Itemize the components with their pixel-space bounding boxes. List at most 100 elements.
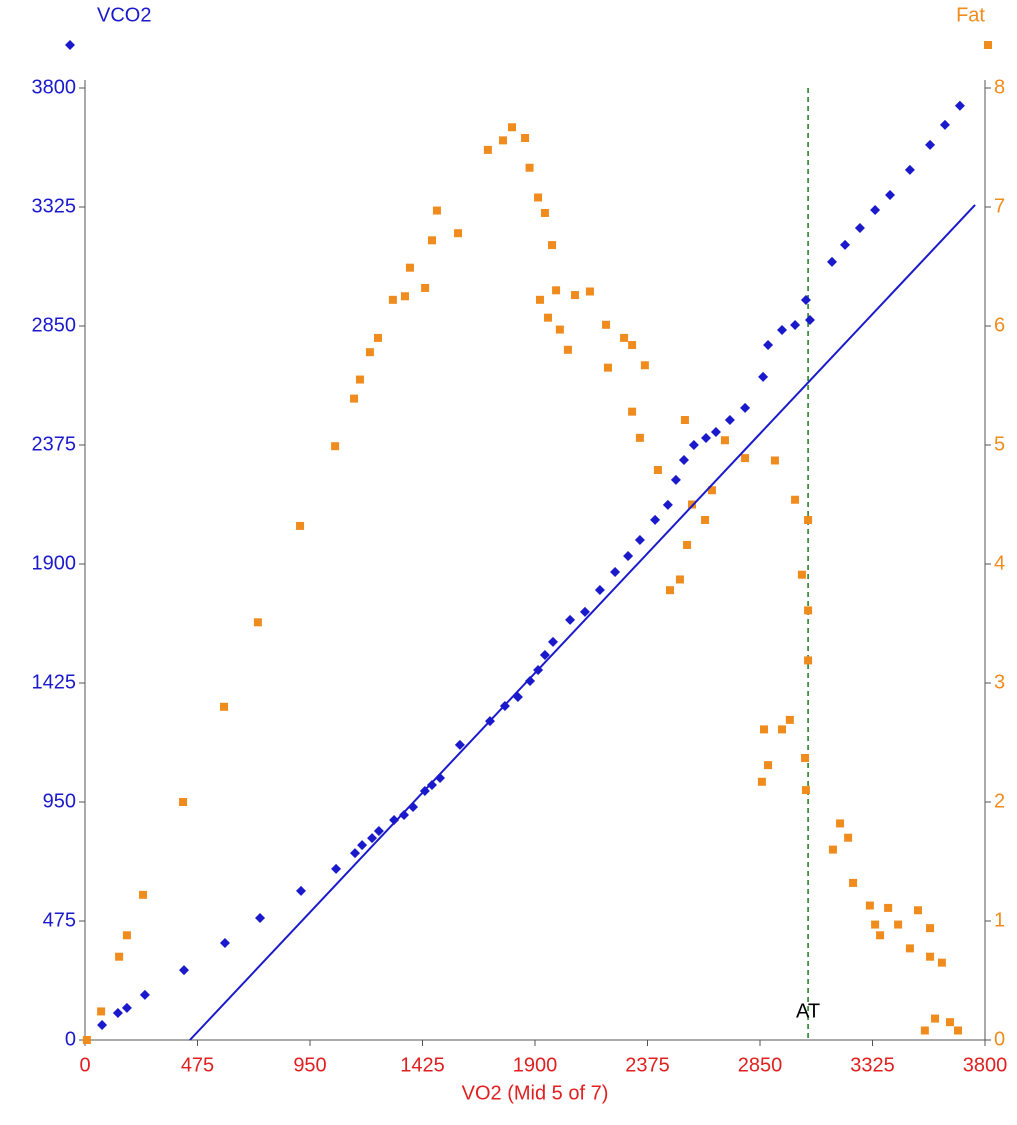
data-point [139, 989, 150, 1000]
data-point [876, 931, 885, 940]
data-point [555, 325, 564, 334]
data-point [804, 656, 813, 665]
data-point [804, 314, 815, 325]
data-point [939, 119, 950, 130]
data-point [720, 436, 729, 445]
data-point [548, 241, 557, 250]
data-point [785, 715, 794, 724]
data-point [770, 456, 779, 465]
data-point [602, 320, 611, 329]
data-point [840, 239, 851, 250]
data-point [904, 164, 915, 175]
data-point [389, 815, 400, 826]
data-point [827, 256, 837, 267]
data-point [680, 416, 689, 425]
data-point [499, 136, 508, 145]
data-point [905, 944, 914, 953]
y-tick-label: 3325 [32, 195, 77, 217]
data-point [355, 375, 364, 384]
data-point [701, 515, 710, 524]
data-point [139, 890, 148, 899]
data-point [571, 291, 580, 300]
data-point [926, 952, 935, 961]
data-point [710, 426, 721, 437]
data-point [688, 500, 697, 509]
data-point [675, 575, 684, 584]
data-point [539, 649, 550, 660]
data-point [373, 333, 382, 342]
data-point [920, 1026, 929, 1035]
data-point [849, 878, 858, 887]
data-point [365, 348, 374, 357]
data-point [683, 540, 692, 549]
x-tick-label: 1900 [513, 1054, 558, 1076]
data-point [945, 1018, 954, 1027]
data-point [954, 100, 965, 111]
y2-tick-label: 4 [994, 552, 1005, 574]
data-point [801, 753, 809, 762]
data-point [640, 361, 649, 370]
x-tick-label: 475 [181, 1054, 214, 1076]
data-point [331, 863, 342, 874]
data-point [913, 906, 922, 915]
data-point [884, 903, 893, 912]
data-point [255, 912, 266, 923]
data-point [594, 585, 605, 596]
data-point [670, 474, 681, 485]
x-tick-label: 0 [79, 1054, 90, 1076]
data-point [804, 606, 813, 615]
data-point [724, 414, 735, 425]
data-point [854, 223, 865, 234]
data-point [635, 433, 644, 442]
data-point [931, 1014, 940, 1023]
data-point [331, 442, 340, 451]
data-point [925, 139, 936, 150]
data-point [179, 965, 189, 976]
data-point [122, 931, 131, 940]
data-point [432, 206, 441, 215]
x-axis-label: VO2 (Mid 5 of 7) [462, 1082, 609, 1104]
data-point [534, 193, 543, 202]
data-point [804, 515, 813, 524]
x-tick-label: 3800 [963, 1054, 1008, 1076]
data-point [373, 826, 384, 837]
data-point [525, 675, 536, 686]
data-point [579, 606, 590, 617]
data-point [357, 840, 368, 851]
data-point [757, 777, 766, 786]
data-point [521, 133, 530, 142]
data-point [650, 514, 661, 525]
y2-tick-label: 8 [994, 76, 1005, 98]
data-point [764, 761, 773, 770]
y-tick-label: 3800 [32, 76, 77, 98]
data-point [828, 845, 837, 854]
data-point [367, 833, 378, 844]
data-point [97, 1019, 108, 1030]
data-point [870, 205, 881, 216]
data-point [610, 567, 621, 578]
data-point [628, 407, 637, 416]
x-tick-label: 1425 [400, 1054, 445, 1076]
data-point [954, 1026, 962, 1035]
data-point [426, 779, 437, 790]
data-point [548, 636, 558, 647]
y2-tick-label: 1 [994, 909, 1005, 931]
data-point [454, 229, 463, 238]
data-point [634, 534, 645, 545]
data-point [701, 432, 711, 443]
y-tick-label: 1900 [32, 552, 77, 574]
data-point [926, 924, 935, 933]
data-point [885, 189, 896, 200]
y-tick-label: 475 [43, 909, 76, 931]
x-tick-label: 2375 [625, 1054, 670, 1076]
data-point [350, 848, 360, 859]
data-point [790, 319, 801, 330]
fit-line [189, 204, 976, 1041]
data-point [544, 313, 553, 322]
y-tick-label: 0 [65, 1028, 76, 1050]
y-tick-label: 950 [43, 790, 76, 812]
data-point [97, 1007, 106, 1016]
data-point [871, 920, 880, 929]
x-tick-label: 2850 [738, 1054, 783, 1076]
